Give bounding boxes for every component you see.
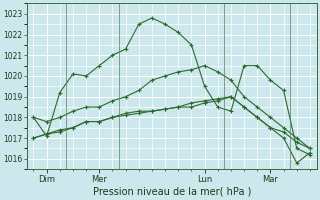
X-axis label: Pression niveau de la mer( hPa ): Pression niveau de la mer( hPa ) <box>92 187 251 197</box>
